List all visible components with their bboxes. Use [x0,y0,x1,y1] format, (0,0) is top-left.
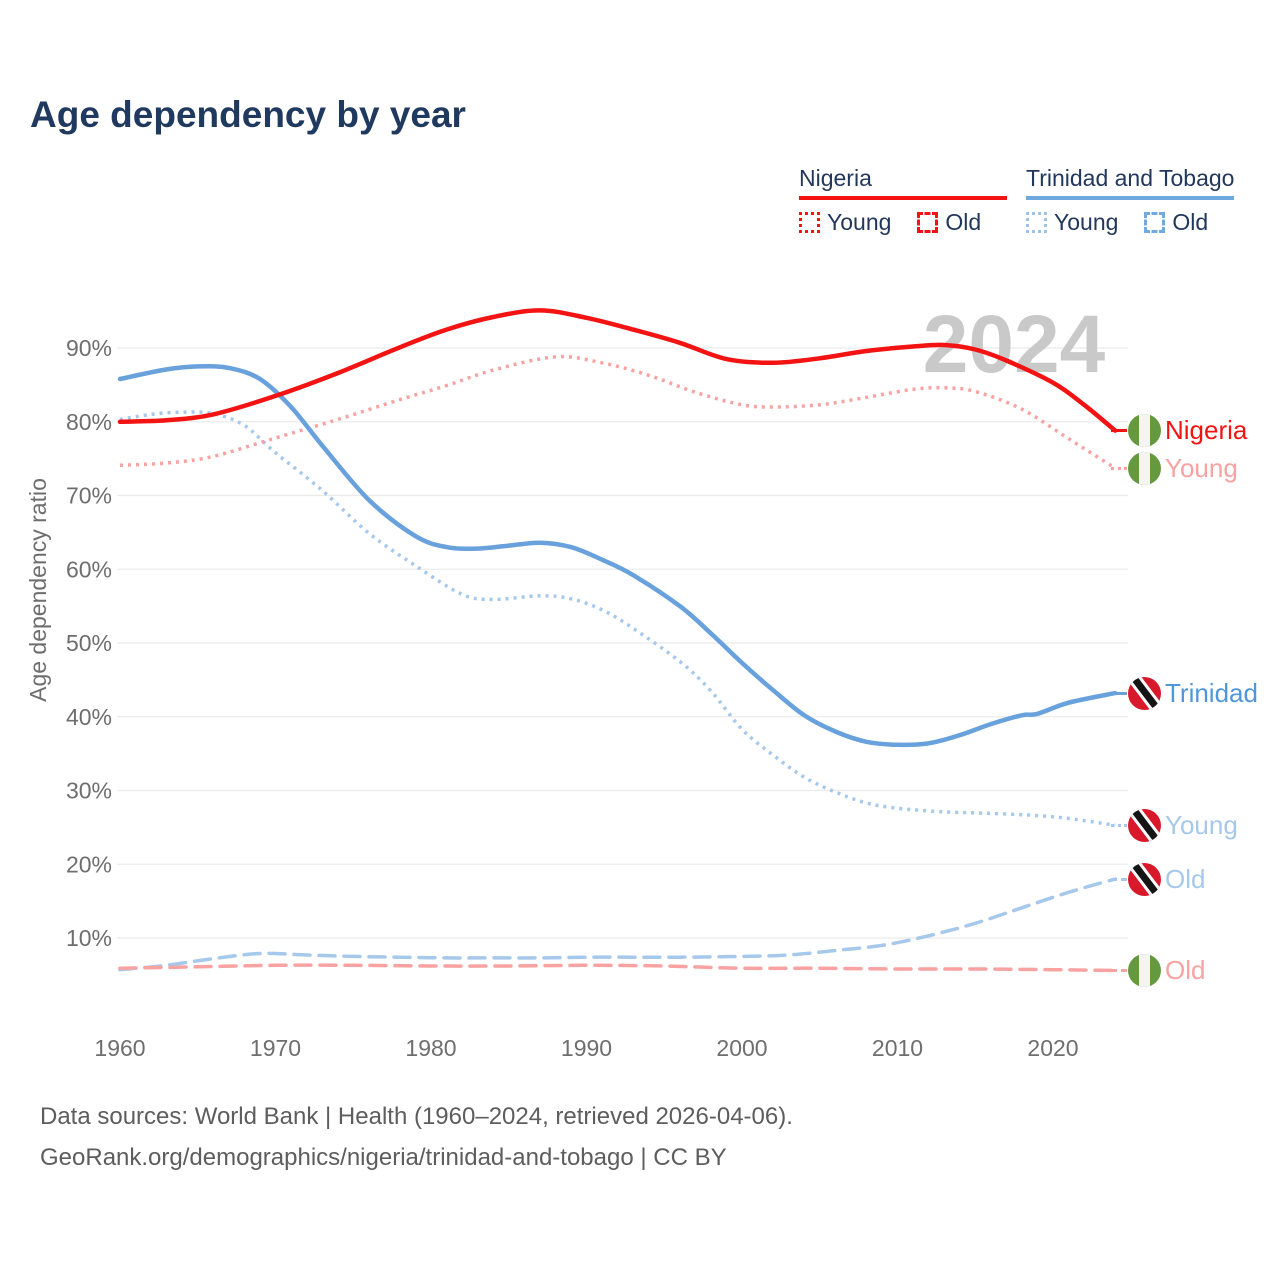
legend-label: Old [945,209,982,235]
chart-footer: Data sources: World Bank | Health (1960–… [40,1096,793,1178]
end-label-nigeria-young: Young [1111,451,1238,485]
y-axis-title: Age dependency ratio [25,478,51,702]
flag-icon-wrap [1128,414,1161,448]
x-axis-tick-label: 1990 [561,1035,612,1061]
line-connector [1111,823,1127,827]
trinidad-tobago-flag-icon [1128,808,1161,842]
y-axis-tick-label: 10% [66,925,112,951]
x-axis-tick-label: 1960 [94,1035,145,1061]
x-axis-tick-label: 2020 [1027,1035,1078,1061]
legend-item-tt-old: Old [1144,209,1208,236]
end-label-text: Old [1165,863,1206,894]
end-label-text: Young [1165,809,1238,840]
legend-item-nigeria-young: Young [799,209,891,236]
data-sources-line: Data sources: World Bank | Health (1960–… [40,1103,793,1130]
end-label-text: Old [1165,954,1206,985]
end-label-tt-total: Trinidad [1111,676,1258,710]
end-label-nigeria-total: Nigeria [1111,414,1247,448]
end-label-text: Trinidad [1165,677,1258,708]
attribution-line: GeoRank.org/demographics/nigeria/trinida… [40,1144,727,1171]
legend-underline-nigeria [799,196,1008,200]
x-axis-tick-label: 1970 [250,1035,301,1061]
line-connector [1111,466,1127,470]
line-connector [1111,968,1127,972]
flag-icon-wrap [1128,676,1161,710]
flag-icon-wrap [1128,808,1161,842]
end-label-nigeria-old: Old [1111,953,1205,987]
trinidad-tobago-flag-icon [1128,862,1161,896]
flag-icon-wrap [1128,451,1161,485]
nigeria-flag-icon [1128,414,1161,448]
nigeria-flag-icon [1128,451,1161,485]
legend-underline-trinidad-tobago [1026,196,1235,200]
x-axis-tick-label: 1980 [405,1035,456,1061]
series-line-tt-old [118,877,1117,972]
series-line-nigeria-old [118,963,1117,973]
y-axis-tick-label: 20% [66,851,112,877]
y-axis-tick-label: 90% [66,335,112,361]
flag-icon-wrap [1128,953,1161,987]
end-label-text: Young [1165,452,1238,483]
y-axis-tick-label: 60% [66,556,112,582]
dashed-line-swatch-icon [1144,212,1166,233]
nigeria-flag-icon [1128,953,1161,987]
line-connector [1111,429,1127,433]
dashed-line-swatch-icon [917,212,939,233]
y-axis-tick-label: 80% [66,409,112,435]
page-title: Age dependency by year [30,94,466,135]
legend-item-nigeria-old: Old [917,209,981,236]
trinidad-tobago-flag-icon [1128,676,1161,710]
end-label-tt-young: Young [1111,808,1238,842]
legend-title-trinidad-tobago: Trinidad and Tobago [1026,165,1235,191]
series-line-tt-total [117,363,1118,748]
end-label-text: Nigeria [1165,415,1248,446]
series-line-nigeria-total [117,308,1118,433]
dotted-line-swatch-icon [1026,212,1047,233]
y-axis-tick-label: 30% [66,778,112,804]
legend-label: Young [827,209,892,235]
y-axis-tick-label: 50% [66,630,112,656]
line-connector [1111,691,1127,695]
x-axis-tick-label: 2000 [716,1035,767,1061]
y-axis-tick-label: 40% [66,704,112,730]
legend-label: Young [1054,209,1119,235]
dotted-line-swatch-icon [799,212,820,233]
legend-group-trinidad-tobago: Trinidad and Tobago Young Old [1026,165,1235,236]
series-line-nigeria-young [119,354,1117,470]
flag-icon-wrap [1128,862,1161,896]
line-connector [1111,877,1127,881]
y-axis-tick-label: 70% [66,483,112,509]
end-label-tt-old: Old [1111,862,1205,896]
x-axis-tick-label: 2010 [872,1035,923,1061]
legend-group-nigeria: Nigeria Young Old [799,165,1008,236]
legend-label: Old [1172,209,1209,235]
legend-title-nigeria: Nigeria [799,165,872,191]
series-line-tt-young [119,410,1116,827]
legend-item-tt-young: Young [1026,209,1118,236]
